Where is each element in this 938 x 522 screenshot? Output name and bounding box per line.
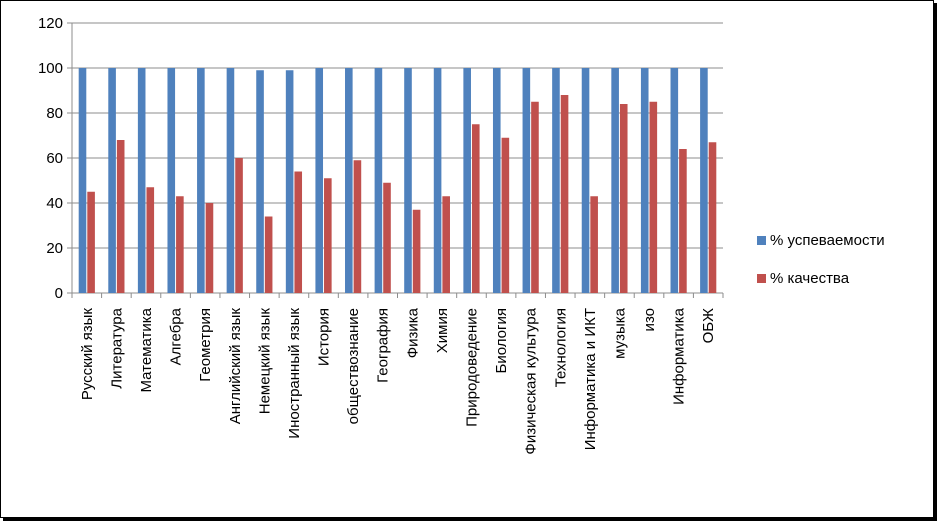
legend-label: % качества — [770, 270, 850, 287]
axes — [67, 22, 724, 298]
bar-kachestvo — [442, 196, 450, 293]
bar-kachestvo — [590, 196, 598, 293]
bar-kachestvo — [649, 101, 658, 293]
bar-kachestvo — [235, 158, 243, 293]
category-label: География — [375, 308, 392, 383]
category-labels: Русский язык Литература Математика Алгебра Г… — [79, 307, 717, 454]
category-label: ОБЖ — [700, 308, 717, 344]
y-tick-label: 40 — [46, 195, 63, 212]
bar-uspevaemost — [433, 68, 442, 293]
category-label: История — [316, 308, 333, 366]
bar-uspevaemost — [78, 68, 87, 293]
bar-uspevaemost — [285, 70, 294, 293]
y-tick-label: 100 — [38, 60, 63, 77]
category-label: Физика — [404, 307, 421, 358]
category-label: Геометрия — [197, 308, 214, 382]
y-tick-labels: 0 20 40 60 80 100 120 — [38, 15, 63, 302]
category-label: Информатика — [671, 307, 688, 405]
category-label: Природоведение — [463, 308, 480, 427]
bar-kachestvo — [708, 142, 717, 293]
category-label: Литература — [108, 307, 125, 388]
bar-uspevaemost — [670, 68, 679, 293]
legend: % успеваемости % качества — [757, 232, 885, 287]
bar-kachestvo — [176, 196, 184, 293]
category-label: изо — [641, 308, 658, 331]
bar-uspevaemost — [463, 68, 471, 293]
category-label: музыка — [611, 307, 628, 359]
bar-kachestvo — [264, 216, 273, 293]
bar-kachestvo — [116, 140, 125, 293]
bar-uspevaemost — [345, 68, 353, 293]
bar-kachestvo — [146, 187, 155, 293]
bar-kachestvo — [205, 203, 214, 293]
y-tick-label: 120 — [38, 15, 63, 32]
category-label: Химия — [434, 308, 451, 353]
bar-uspevaemost — [137, 68, 146, 293]
category-label: Алгебра — [168, 307, 185, 365]
bar-kachestvo — [383, 182, 391, 293]
bar-uspevaemost — [167, 68, 176, 293]
category-label: Английский язык — [227, 308, 244, 425]
bar-kachestvo — [471, 124, 480, 293]
bar-uspevaemost — [522, 68, 531, 293]
category-label: Немецкий язык — [256, 308, 273, 415]
category-label: Иностранный язык — [286, 308, 303, 439]
bar-kachestvo — [501, 137, 510, 293]
bar-uspevaemost — [197, 68, 205, 293]
bar-uspevaemost — [640, 68, 649, 293]
y-tick-label: 60 — [46, 150, 63, 167]
category-label: Математика — [138, 307, 155, 392]
legend-label: % успеваемости — [770, 232, 885, 249]
bar-uspevaemost — [611, 68, 619, 293]
bar-kachestvo — [294, 171, 303, 293]
bar-kachestvo — [531, 101, 539, 293]
bar-uspevaemost — [226, 68, 235, 293]
bars — [78, 68, 717, 293]
bar-kachestvo — [679, 149, 687, 293]
legend-swatch — [757, 236, 766, 245]
bar-uspevaemost — [552, 68, 560, 293]
bar-kachestvo — [560, 95, 569, 293]
bar-uspevaemost — [108, 68, 116, 293]
bar-uspevaemost — [315, 68, 324, 293]
bar-kachestvo — [324, 178, 332, 293]
category-label: Физическая культура — [523, 307, 540, 454]
bar-uspevaemost — [374, 68, 383, 293]
category-label: Русский язык — [79, 308, 96, 401]
category-label: Биология — [493, 308, 510, 373]
category-label: Информатика и ИКТ — [582, 308, 599, 450]
y-tick-label: 80 — [46, 105, 63, 122]
bar-kachestvo — [87, 191, 95, 293]
bar-kachestvo — [353, 160, 362, 293]
bar-uspevaemost — [581, 68, 590, 293]
bar-uspevaemost — [256, 70, 264, 293]
y-tick-label: 0 — [55, 285, 63, 302]
bar-uspevaemost — [700, 68, 708, 293]
y-tick-label: 20 — [46, 240, 63, 257]
legend-swatch — [757, 274, 766, 283]
bar-kachestvo — [412, 209, 421, 293]
bar-uspevaemost — [404, 68, 412, 293]
category-label: Технология — [552, 308, 569, 387]
category-label: обществознание — [345, 308, 362, 424]
bar-kachestvo — [619, 104, 628, 293]
bar-uspevaemost — [492, 68, 501, 293]
